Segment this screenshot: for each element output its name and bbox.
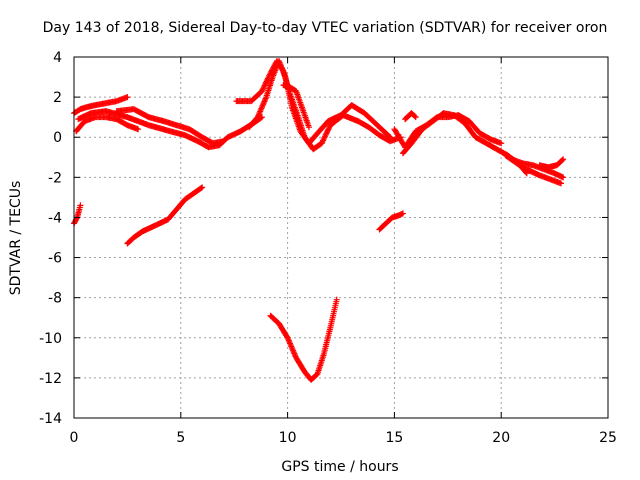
data-point <box>198 185 205 192</box>
series-arc-13 <box>536 156 567 171</box>
data-point <box>412 114 419 121</box>
data-point <box>260 85 267 92</box>
y-tick-label: 4 <box>53 50 62 66</box>
y-tick-label: -12 <box>39 371 62 387</box>
data-point <box>498 140 505 147</box>
y-tick-label: -6 <box>48 251 62 267</box>
series-arc-16 <box>376 210 406 233</box>
series-arc-7 <box>280 82 312 131</box>
data-point <box>322 131 329 138</box>
y-tick-label: -8 <box>48 291 62 307</box>
data-point <box>322 133 329 140</box>
data-point <box>324 127 331 134</box>
data-point <box>261 82 268 89</box>
data-point <box>77 202 84 209</box>
data-point <box>411 113 418 120</box>
series-arc-6 <box>246 58 394 147</box>
data-point <box>558 180 565 187</box>
data-point <box>199 184 206 191</box>
x-tick-label: 5 <box>176 430 185 446</box>
y-tick-label: -4 <box>48 210 62 226</box>
data-point <box>325 126 332 133</box>
series-arc-12 <box>508 156 567 181</box>
data-points <box>71 58 567 383</box>
data-point <box>263 78 270 85</box>
chart-title: Day 143 of 2018, Sidereal Day-to-day VTE… <box>43 20 608 36</box>
data-point <box>318 140 325 147</box>
data-point <box>319 138 326 145</box>
data-point <box>283 333 290 340</box>
data-point <box>560 156 567 163</box>
data-point <box>333 296 340 303</box>
data-point <box>135 126 142 133</box>
data-point <box>258 88 265 95</box>
x-tick-label: 25 <box>599 430 617 446</box>
y-tick-label: -14 <box>39 411 62 427</box>
series-arc-17 <box>267 296 340 383</box>
data-point <box>320 137 327 144</box>
data-point <box>399 210 406 217</box>
data-point <box>262 81 269 88</box>
data-point <box>73 215 80 222</box>
x-tick-label: 0 <box>70 430 79 446</box>
y-tick-label: -10 <box>39 331 62 347</box>
data-point <box>559 157 566 164</box>
data-point <box>560 174 567 181</box>
x-tick-label: 20 <box>492 430 510 446</box>
y-tick-label: 2 <box>53 90 62 106</box>
series-arc-10 <box>402 110 419 123</box>
x-axis-label: GPS time / hours <box>281 459 398 475</box>
series-arc-4 <box>113 106 227 147</box>
x-tick-label: 10 <box>279 430 297 446</box>
y-tick-label: 0 <box>53 130 62 146</box>
grid <box>74 57 608 418</box>
series-arc-9 <box>399 110 530 177</box>
data-point <box>326 124 333 131</box>
y-tick-label: -2 <box>48 170 62 186</box>
data-point <box>324 129 331 136</box>
data-point <box>387 134 394 141</box>
data-point <box>386 133 393 140</box>
series-arc-15 <box>124 184 206 247</box>
data-point <box>323 130 330 137</box>
data-point <box>321 134 328 141</box>
data-point <box>262 79 269 86</box>
data-point <box>320 136 327 143</box>
plot-frame <box>73 56 609 419</box>
data-point <box>260 83 267 90</box>
y-axis-label: SDTVAR / TECUs <box>8 181 24 296</box>
x-tick-label: 15 <box>385 430 403 446</box>
data-point <box>305 124 312 131</box>
data-point <box>259 86 266 93</box>
data-point <box>124 94 131 101</box>
data-point <box>220 138 227 145</box>
